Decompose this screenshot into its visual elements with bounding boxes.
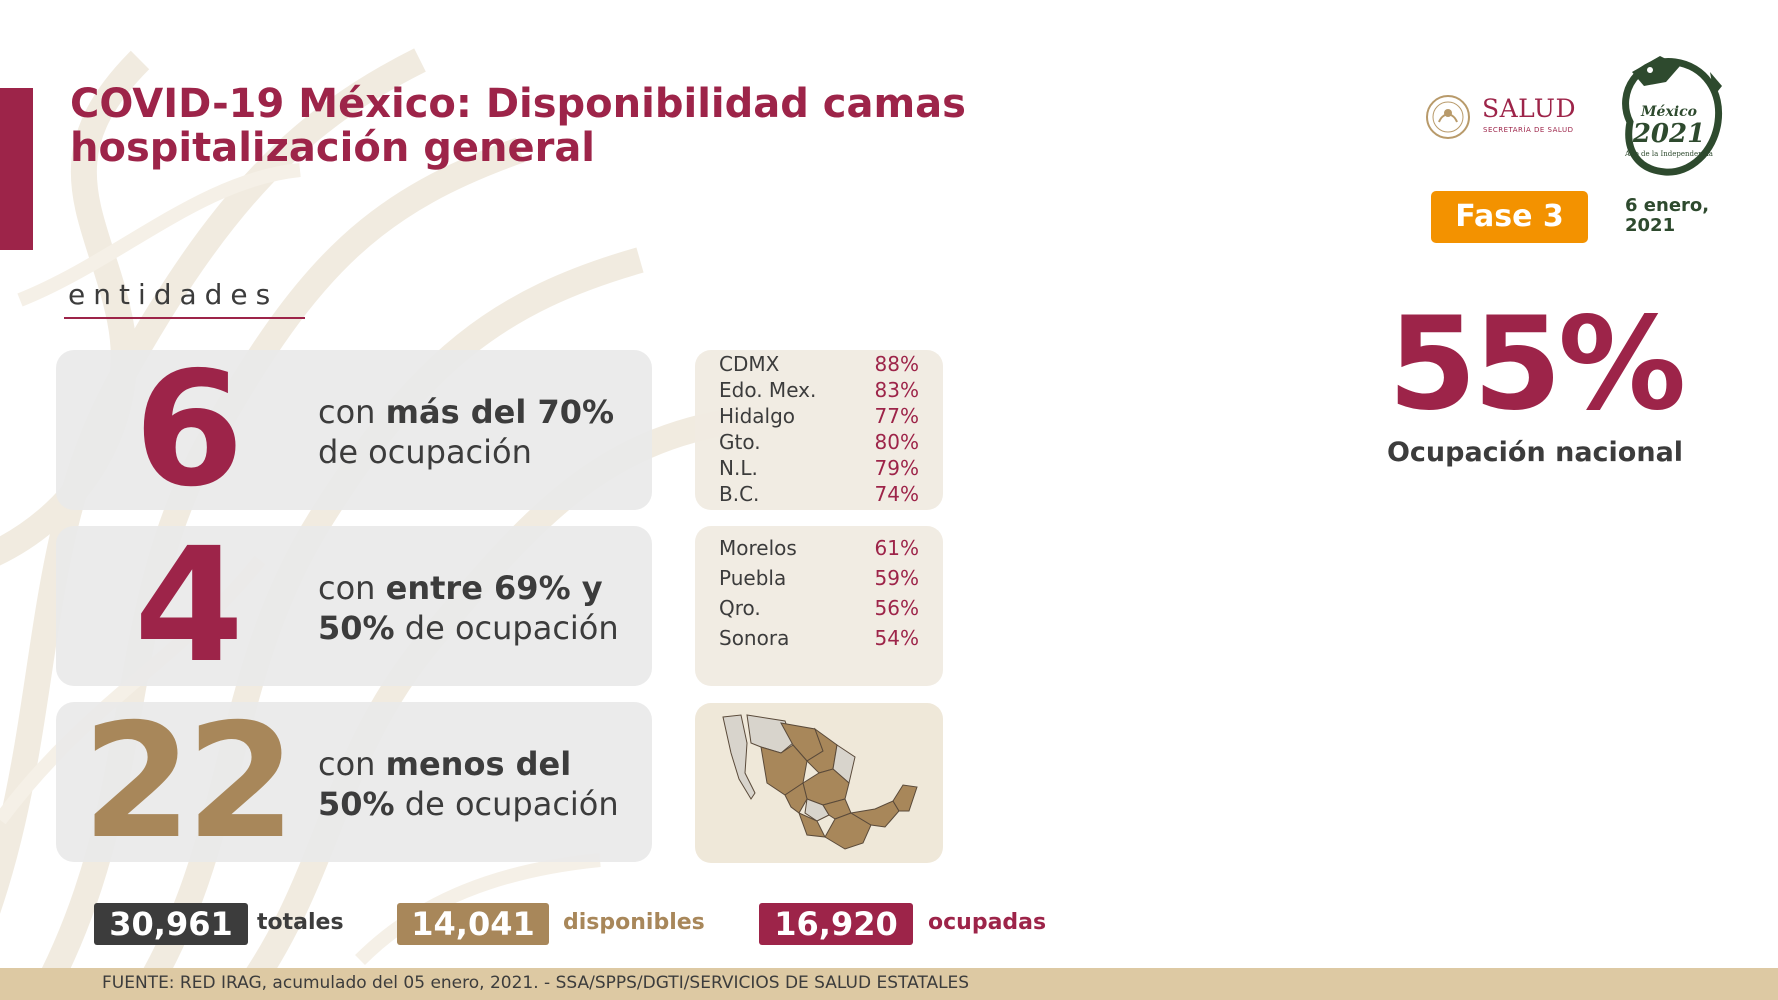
list-item: B.C. 74%	[719, 482, 919, 506]
state-pct: 88%	[874, 352, 919, 376]
state-list-medium: Morelos 61% Puebla 59% Qro. 56% Sonora 54%	[695, 526, 943, 686]
section-label: entidades	[68, 278, 279, 311]
total-beds-label: totales	[257, 910, 344, 935]
group-text-normal: con	[318, 393, 386, 431]
section-underline	[64, 317, 305, 319]
report-date-line-2: 2021	[1625, 215, 1676, 236]
occupied-beds-label: ocupadas	[928, 910, 1047, 935]
group-count: 4	[134, 514, 244, 698]
group-description: con menos del 50% de ocupación	[318, 744, 648, 824]
group-text-bold: 50%	[318, 609, 395, 647]
state-name: CDMX	[719, 352, 780, 376]
state-pct: 59%	[874, 566, 919, 590]
list-item: Hidalgo 77%	[719, 404, 919, 428]
state-pct: 56%	[874, 596, 919, 620]
group-text-bold: entre 69% y	[385, 569, 603, 607]
state-list-high: CDMX 88% Edo. Mex. 83% Hidalgo 77% Gto. 80% …	[695, 350, 943, 510]
state-name: Hidalgo	[719, 404, 796, 428]
salud-emblem-icon	[1426, 95, 1470, 139]
salud-logo: SALUD SECRETARÍA DE SALUD	[1425, 92, 1585, 142]
mexico-2021-logo: México 2021 Año de la Independencia	[1622, 56, 1723, 176]
available-beds-label: disponibles	[563, 910, 705, 935]
list-item: Gto. 80%	[719, 430, 919, 454]
map-card	[695, 703, 943, 863]
state-name: Sonora	[719, 626, 790, 650]
state-name: Puebla	[719, 566, 787, 590]
page-title: COVID-19 México: Disponibilidad camas ho…	[70, 82, 970, 170]
state-pct: 83%	[874, 378, 919, 402]
state-pct: 74%	[874, 482, 919, 506]
group-text-normal: con	[318, 569, 386, 607]
group-card-low: 22 con menos del 50% de ocupación	[56, 702, 652, 862]
list-item: Edo. Mex. 83%	[719, 378, 919, 402]
phase-badge: Fase 3	[1431, 191, 1588, 243]
list-item: Qro. 56%	[719, 596, 919, 620]
state-name: Edo. Mex.	[719, 378, 817, 402]
list-item: Sonora 54%	[719, 626, 919, 650]
group-text-bold: menos del	[385, 745, 572, 783]
group-count: 22	[82, 690, 296, 874]
report-date-line-1: 6 enero,	[1625, 195, 1710, 216]
group-description: con entre 69% y 50% de ocupación	[318, 568, 648, 648]
title-accent-bar	[0, 88, 33, 250]
state-pct: 77%	[874, 404, 919, 428]
occupied-beds-value: 16,920	[759, 903, 913, 945]
group-text-bold: más del 70%	[385, 393, 615, 431]
source-note: FUENTE: RED IRAG, acumulado del 05 enero…	[102, 973, 970, 993]
state-pct: 80%	[874, 430, 919, 454]
list-item: Puebla 59%	[719, 566, 919, 590]
group-text-normal: con	[318, 745, 386, 783]
group-card-medium: 4 con entre 69% y 50% de ocupación	[56, 526, 652, 686]
logo-mexico-text: México	[1640, 104, 1697, 120]
list-item: Morelos 61%	[719, 536, 919, 560]
state-name: N.L.	[719, 456, 758, 480]
state-pct: 79%	[874, 456, 919, 480]
report-date: 6 enero, 2021	[1625, 196, 1765, 236]
available-beds-value: 14,041	[397, 903, 549, 945]
group-text-bold: 50%	[318, 785, 395, 823]
title-line-2: hospitalización general	[70, 125, 596, 171]
state-name: Morelos	[719, 536, 797, 560]
national-occupancy-label: Ocupación nacional	[1386, 437, 1684, 468]
title-line-1: COVID-19 México: Disponibilidad camas	[70, 81, 966, 127]
group-card-high: 6 con más del 70% de ocupación	[56, 350, 652, 510]
total-beds-value: 30,961	[94, 903, 248, 945]
state-pct: 61%	[874, 536, 919, 560]
group-description: con más del 70% de ocupación	[318, 392, 648, 472]
group-text-normal: de ocupación	[318, 433, 532, 471]
group-count: 6	[134, 338, 244, 522]
group-text-normal: de ocupación	[394, 785, 619, 823]
state-name: Qro.	[719, 596, 761, 620]
state-pct: 54%	[874, 626, 919, 650]
list-item: CDMX 88%	[719, 352, 919, 376]
state-name: Gto.	[719, 430, 761, 454]
logo-year-text: 2021	[1632, 119, 1705, 149]
logo-motto-text: Año de la Independencia	[1624, 150, 1713, 158]
national-occupancy-value: 55%	[1387, 290, 1686, 439]
serpent-emblem-icon	[1622, 56, 1723, 176]
state-name: B.C.	[719, 482, 760, 506]
salud-wordmark: SALUD	[1482, 94, 1577, 123]
group-text-normal: de ocupación	[394, 609, 619, 647]
mexico-map-icon	[722, 714, 918, 850]
salud-subtitle: SECRETARÍA DE SALUD	[1483, 126, 1574, 134]
list-item: N.L. 79%	[719, 456, 919, 480]
footer-bar: FUENTE: RED IRAG, acumulado del 05 enero…	[0, 968, 1778, 1000]
